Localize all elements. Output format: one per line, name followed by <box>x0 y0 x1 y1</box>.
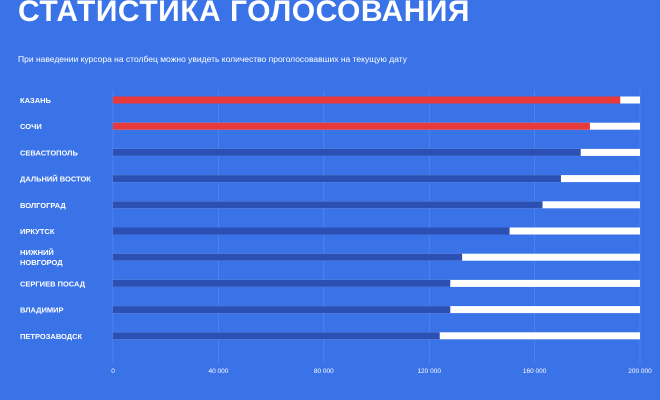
bar[interactable] <box>113 253 463 261</box>
bar[interactable] <box>113 306 451 314</box>
x-axis-ticks: 0 40 000 80 000 120 000 160 000 200 000 <box>111 368 652 375</box>
category-label: ДАЛЬНИЙ ВОСТОК <box>20 175 91 184</box>
category-label-line: ВЛАДИМИР <box>20 306 64 315</box>
bar[interactable] <box>113 201 543 209</box>
bar[interactable] <box>113 227 510 235</box>
category-label: ИРКУТСК <box>20 227 55 236</box>
bar[interactable] <box>113 175 561 183</box>
x-tick-label: 160 000 <box>523 368 547 375</box>
category-label-line: НОВГОРОД <box>20 258 63 267</box>
x-tick-label: 0 <box>111 368 115 375</box>
category-label-line: ВОЛГОГРАД <box>20 201 66 210</box>
bars[interactable] <box>113 96 621 340</box>
x-tick-label: 40 000 <box>208 368 228 375</box>
category-label: СЕРГИЕВ ПОСАД <box>20 279 86 288</box>
bar[interactable] <box>113 122 590 130</box>
category-label: ПЕТРОЗАВОДСК <box>20 332 83 341</box>
page-title: СТАТИСТИКА ГОЛОСОВАНИЯ <box>18 0 470 28</box>
category-label-line: СЕРГИЕВ ПОСАД <box>20 279 86 288</box>
category-labels: КАЗАНЬ СОЧИ СЕВАСТОПОЛЬ ДАЛЬНИЙ ВОСТОК ВОЛГО… <box>20 96 91 341</box>
category-label: СОЧИ <box>20 122 42 131</box>
bar-tracks <box>113 96 640 340</box>
category-label-line: НИЖНИЙ <box>20 248 54 257</box>
category-label-line: СОЧИ <box>20 122 42 131</box>
bar[interactable] <box>113 96 621 104</box>
bar[interactable] <box>113 279 451 287</box>
x-tick-label: 80 000 <box>314 368 334 375</box>
category-label-line: ДАЛЬНИЙ ВОСТОК <box>20 175 91 184</box>
page-subtitle: При наведении курсора на столбец можно у… <box>18 54 408 64</box>
bar[interactable] <box>113 332 440 340</box>
category-label-line: СЕВАСТОПОЛЬ <box>20 148 78 157</box>
bar[interactable] <box>113 148 581 156</box>
x-tick-label: 120 000 <box>417 368 441 375</box>
category-label: КАЗАНЬ <box>20 96 52 105</box>
category-label: ВЛАДИМИР <box>20 306 64 315</box>
gridlines <box>112 90 641 363</box>
category-label-line: ИРКУТСК <box>20 227 55 236</box>
category-label: НИЖНИЙ НОВГОРОД <box>20 248 63 267</box>
category-label: ВОЛГОГРАД <box>20 201 66 210</box>
x-tick-label: 200 000 <box>628 368 652 375</box>
category-label-line: КАЗАНЬ <box>20 96 52 105</box>
category-label-line: ПЕТРОЗАВОДСК <box>20 332 83 341</box>
category-label: СЕВАСТОПОЛЬ <box>20 148 78 157</box>
